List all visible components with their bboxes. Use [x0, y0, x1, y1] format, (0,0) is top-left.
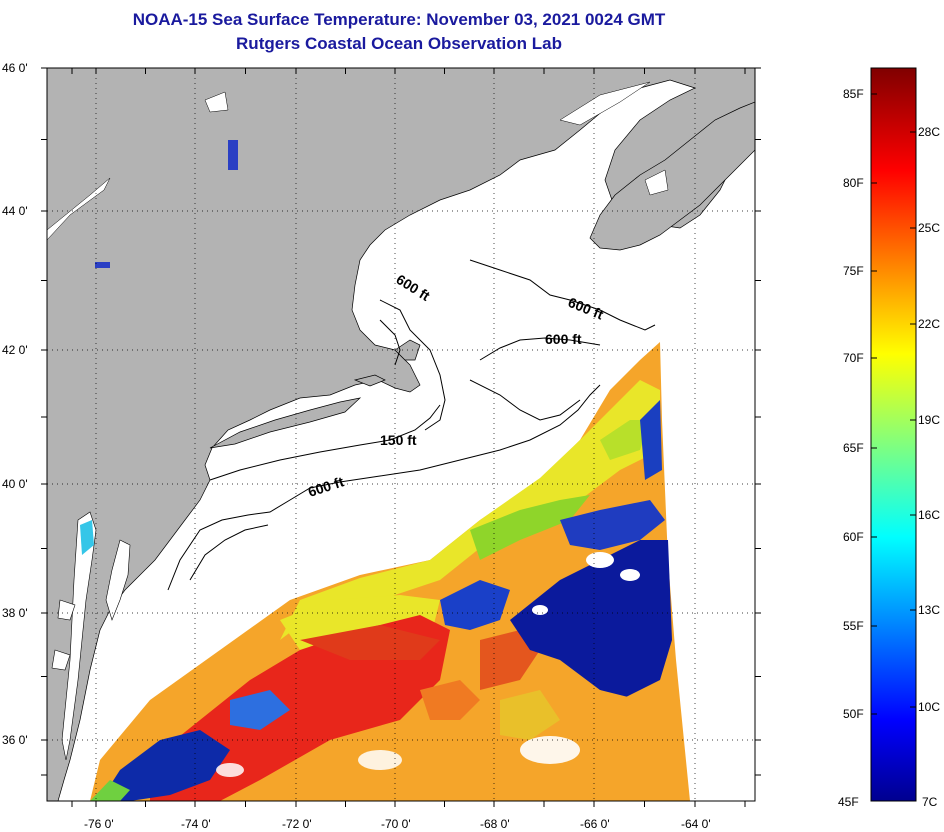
- lon-label-64: -64 0': [681, 817, 711, 831]
- lat-label-42: 42 0': [2, 343, 28, 357]
- bathymetry-contours: [167, 259, 656, 591]
- axis-ticks: [41, 67, 761, 807]
- lat-label-38: 38 0': [2, 606, 28, 620]
- graticule: [47, 68, 755, 801]
- lon-label-72: -72 0': [282, 817, 312, 831]
- inland-water: [47, 81, 669, 241]
- map-title: NOAA-15 Sea Surface Temperature: Novembe…: [132, 10, 666, 29]
- map-frame: [46, 67, 756, 802]
- contour-label-3: 600 ft: [545, 331, 582, 347]
- lon-label-76: -76 0': [84, 817, 114, 831]
- map-subtitle: Rutgers Coastal Ocean Observation Lab: [236, 34, 562, 53]
- lake-sst-patch: [228, 140, 238, 170]
- land-mass: [47, 68, 755, 801]
- lat-label-46: 46 0': [2, 61, 28, 75]
- lon-label-68: -68 0': [480, 817, 510, 831]
- lon-label-74: -74 0': [181, 817, 211, 831]
- lat-label-44: 44 0': [2, 204, 28, 218]
- sst-data-swath: [90, 342, 690, 801]
- chesapeake-sst-patch: [80, 520, 94, 555]
- lon-label-70: -70 0': [381, 817, 411, 831]
- lat-label-36: 36 0': [2, 733, 28, 747]
- lat-label-40: 40 0': [2, 477, 28, 491]
- lon-label-66: -66 0': [580, 817, 610, 831]
- chesapeake-bay: [51, 511, 131, 761]
- contour-label-4: 150 ft: [380, 432, 417, 448]
